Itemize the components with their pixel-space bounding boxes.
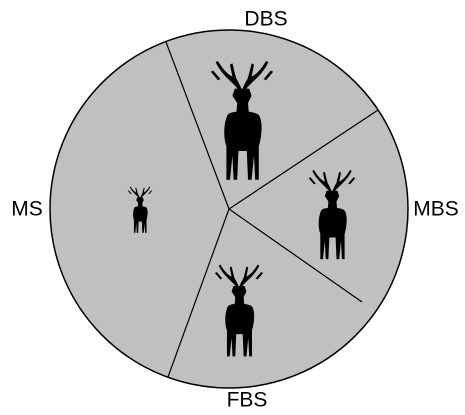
segment-label: FBS (227, 389, 268, 412)
segment-label: MS (11, 198, 43, 221)
divider (165, 41, 230, 210)
segment-label: MBS (413, 198, 459, 221)
divider (228, 109, 379, 210)
segment-label: DBS (244, 8, 287, 31)
pie (49, 29, 409, 389)
divider (228, 208, 363, 303)
divider (167, 208, 230, 378)
